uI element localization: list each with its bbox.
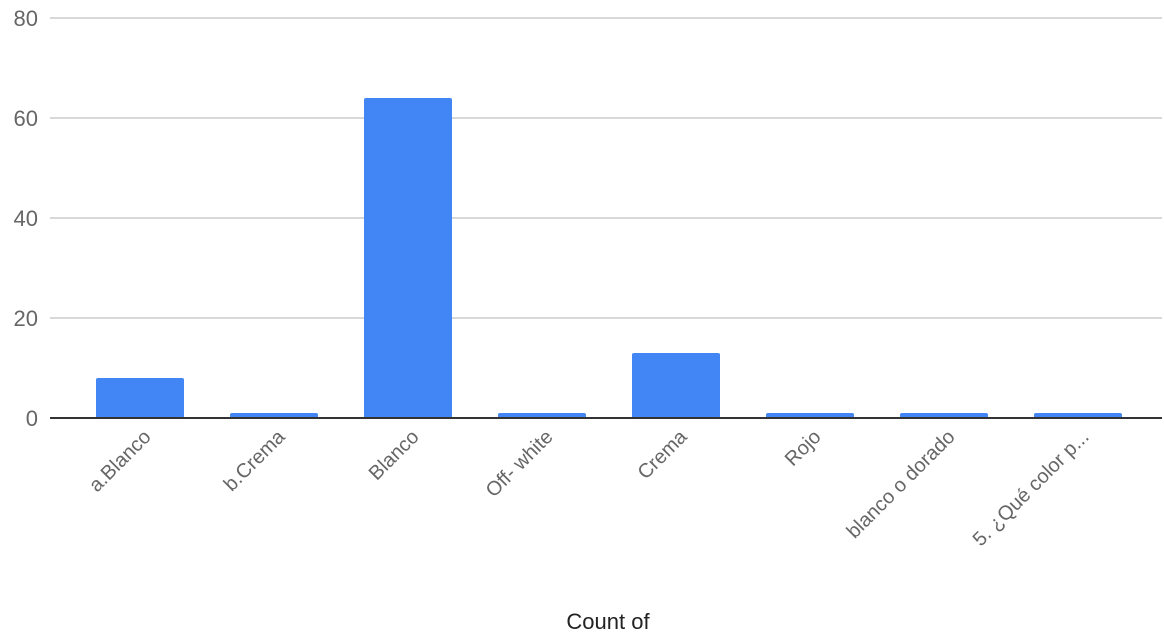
y-tick-label: 60 <box>14 106 38 131</box>
bar-4 <box>632 353 720 418</box>
bar-1 <box>230 413 318 418</box>
x-axis-category-labels: a.Blanco b.Crema Blanco Off- white Crema Rojo… <box>85 425 1094 550</box>
y-axis-ticks: 0 20 40 60 80 <box>14 6 38 431</box>
bars <box>96 98 1122 418</box>
bar-7 <box>1034 413 1122 418</box>
gridlines <box>50 17 1162 319</box>
y-tick-label: 80 <box>14 6 38 31</box>
y-tick-label: 0 <box>26 406 38 431</box>
x-category-label: Rojo <box>781 426 826 471</box>
bar-0 <box>96 378 184 418</box>
x-category-label: Blanco <box>365 426 424 485</box>
bar-2 <box>364 98 452 418</box>
x-category-label: Crema <box>634 425 693 484</box>
x-category-label: blanco o dorado <box>843 426 960 543</box>
bar-5 <box>766 413 854 418</box>
bar-6 <box>900 413 988 418</box>
x-axis-title: Count of <box>566 609 650 634</box>
x-category-label: 5. ¿Qué color p... <box>969 426 1094 551</box>
x-category-label: b.Crema <box>220 425 290 495</box>
x-category-label: a.Blanco <box>85 426 156 497</box>
y-tick-label: 40 <box>14 206 38 231</box>
x-category-label: Off- white <box>482 426 558 502</box>
y-tick-label: 20 <box>14 306 38 331</box>
bar-3 <box>498 413 586 418</box>
